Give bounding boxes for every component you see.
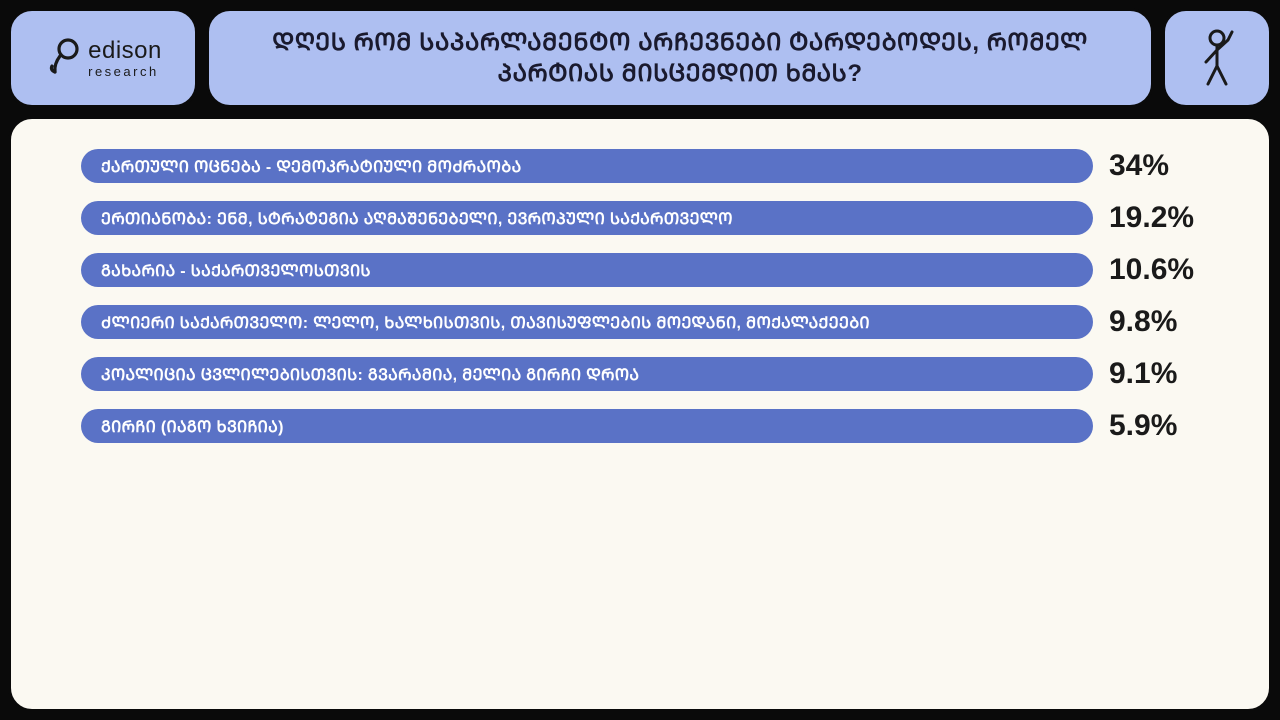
bar-value: 10.6%	[1109, 253, 1219, 287]
bar-row: ᲒᲐᲮᲐᲠᲘᲐ - ᲡᲐᲥᲐᲠᲗᲕᲔᲚᲝᲡᲗᲕᲘᲡ 10.6%	[81, 253, 1219, 287]
bar-row: ᲫᲚᲘᲔᲠᲘ ᲡᲐᲥᲐᲠᲗᲕᲔᲚᲝ: ᲚᲔᲚᲝ, ᲮᲐᲚᲮᲘᲡᲗᲕᲘᲡ, ᲗᲐᲕ…	[81, 305, 1219, 339]
bar-value: 5.9%	[1109, 409, 1219, 443]
poll-question: ᲓᲦᲔᲡ ᲠᲝᲛ ᲡᲐᲞᲐᲠᲚᲐᲛᲔᲜᲢᲝ ᲐᲠᲩᲔᲕᲜᲔᲑᲘ ᲢᲐᲠᲓᲔᲑᲝᲓ…	[229, 27, 1131, 89]
logo-text-top: edison	[88, 39, 162, 63]
bar: ᲔᲠᲗᲘᲐᲜᲝᲑᲐ: ᲔᲜᲛ, ᲡᲢᲠᲐᲢᲔᲒᲘᲐ ᲐᲦᲛᲐᲨᲔᲜᲔᲑᲔᲚᲘ, …	[81, 201, 1093, 235]
chart-panel: ᲥᲐᲠᲗᲣᲚᲘ ᲝᲪᲜᲔᲑᲐ - ᲓᲔᲛᲝᲙᲠᲐᲢᲘᲣᲚᲘ ᲛᲝᲫᲠᲐᲝᲑᲐ 34…	[8, 116, 1272, 712]
bar-value: 34%	[1109, 149, 1219, 183]
bar: ᲒᲘᲠᲩᲘ (ᲘᲐᲒᲝ ᲮᲕᲘᲩᲘᲐ)	[81, 409, 1093, 443]
title-pill: ᲓᲦᲔᲡ ᲠᲝᲛ ᲡᲐᲞᲐᲠᲚᲐᲛᲔᲜᲢᲝ ᲐᲠᲩᲔᲕᲜᲔᲑᲘ ᲢᲐᲠᲓᲔᲑᲝᲓ…	[206, 8, 1154, 108]
bar-value: 9.8%	[1109, 305, 1219, 339]
bar-value: 19.2%	[1109, 201, 1219, 235]
bar: ᲥᲐᲠᲗᲣᲚᲘ ᲝᲪᲜᲔᲑᲐ - ᲓᲔᲛᲝᲙᲠᲐᲢᲘᲣᲚᲘ ᲛᲝᲫᲠᲐᲝᲑᲐ	[81, 149, 1093, 183]
bar-row: ᲙᲝᲐᲚᲘᲪᲘᲐ ᲪᲕᲚᲘᲚᲔᲑᲘᲡᲗᲕᲘᲡ: ᲒᲕᲐᲠᲐᲛᲘᲐ, ᲛᲔᲚᲘᲐ …	[81, 357, 1219, 391]
edison-logo: edison research	[44, 36, 162, 80]
bar: ᲫᲚᲘᲔᲠᲘ ᲡᲐᲥᲐᲠᲗᲕᲔᲚᲝ: ᲚᲔᲚᲝ, ᲮᲐᲚᲮᲘᲡᲗᲕᲘᲡ, ᲗᲐᲕ…	[81, 305, 1093, 339]
voter-icon	[1192, 26, 1242, 90]
bar-rows: ᲥᲐᲠᲗᲣᲚᲘ ᲝᲪᲜᲔᲑᲐ - ᲓᲔᲛᲝᲙᲠᲐᲢᲘᲣᲚᲘ ᲛᲝᲫᲠᲐᲝᲑᲐ 34…	[81, 149, 1219, 443]
header-row: edison research ᲓᲦᲔᲡ ᲠᲝᲛ ᲡᲐᲞᲐᲠᲚᲐᲛᲔᲜᲢᲝ ᲐᲠ…	[8, 8, 1272, 108]
bar: ᲙᲝᲐᲚᲘᲪᲘᲐ ᲪᲕᲚᲘᲚᲔᲑᲘᲡᲗᲕᲘᲡ: ᲒᲕᲐᲠᲐᲛᲘᲐ, ᲛᲔᲚᲘᲐ …	[81, 357, 1093, 391]
bar-row: ᲔᲠᲗᲘᲐᲜᲝᲑᲐ: ᲔᲜᲛ, ᲡᲢᲠᲐᲢᲔᲒᲘᲐ ᲐᲦᲛᲐᲨᲔᲜᲔᲑᲔᲚᲘ, …	[81, 201, 1219, 235]
bar-row: ᲒᲘᲠᲩᲘ (ᲘᲐᲒᲝ ᲮᲕᲘᲩᲘᲐ) 5.9%	[81, 409, 1219, 443]
bar-value: 9.1%	[1109, 357, 1219, 391]
icon-pill	[1162, 8, 1272, 108]
logo-glyph-icon	[44, 36, 84, 80]
bar-row: ᲥᲐᲠᲗᲣᲚᲘ ᲝᲪᲜᲔᲑᲐ - ᲓᲔᲛᲝᲙᲠᲐᲢᲘᲣᲚᲘ ᲛᲝᲫᲠᲐᲝᲑᲐ 34…	[81, 149, 1219, 183]
bar: ᲒᲐᲮᲐᲠᲘᲐ - ᲡᲐᲥᲐᲠᲗᲕᲔᲚᲝᲡᲗᲕᲘᲡ	[81, 253, 1093, 287]
logo-pill: edison research	[8, 8, 198, 108]
logo-text-bottom: research	[88, 65, 162, 78]
